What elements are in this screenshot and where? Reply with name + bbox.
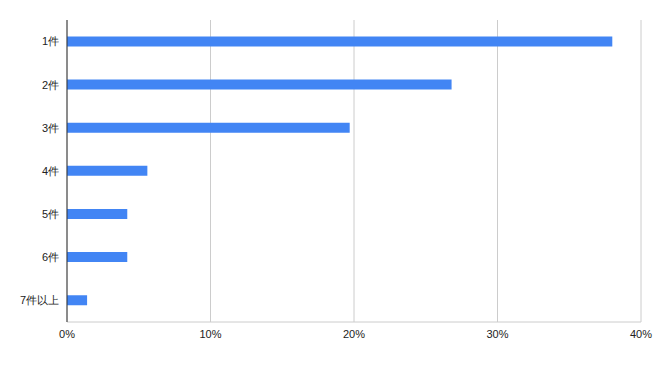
svg-text:30%: 30% xyxy=(486,328,508,340)
svg-text:0%: 0% xyxy=(59,328,75,340)
svg-text:2件: 2件 xyxy=(42,79,59,91)
svg-text:20%: 20% xyxy=(343,328,365,340)
svg-text:4件: 4件 xyxy=(42,165,59,177)
svg-text:7件以上: 7件以上 xyxy=(20,294,59,306)
svg-text:6件: 6件 xyxy=(42,251,59,263)
svg-text:1件: 1件 xyxy=(42,35,59,47)
svg-text:3件: 3件 xyxy=(42,122,59,134)
svg-text:5件: 5件 xyxy=(42,208,59,220)
svg-text:40%: 40% xyxy=(630,328,652,340)
svg-text:10%: 10% xyxy=(199,328,221,340)
